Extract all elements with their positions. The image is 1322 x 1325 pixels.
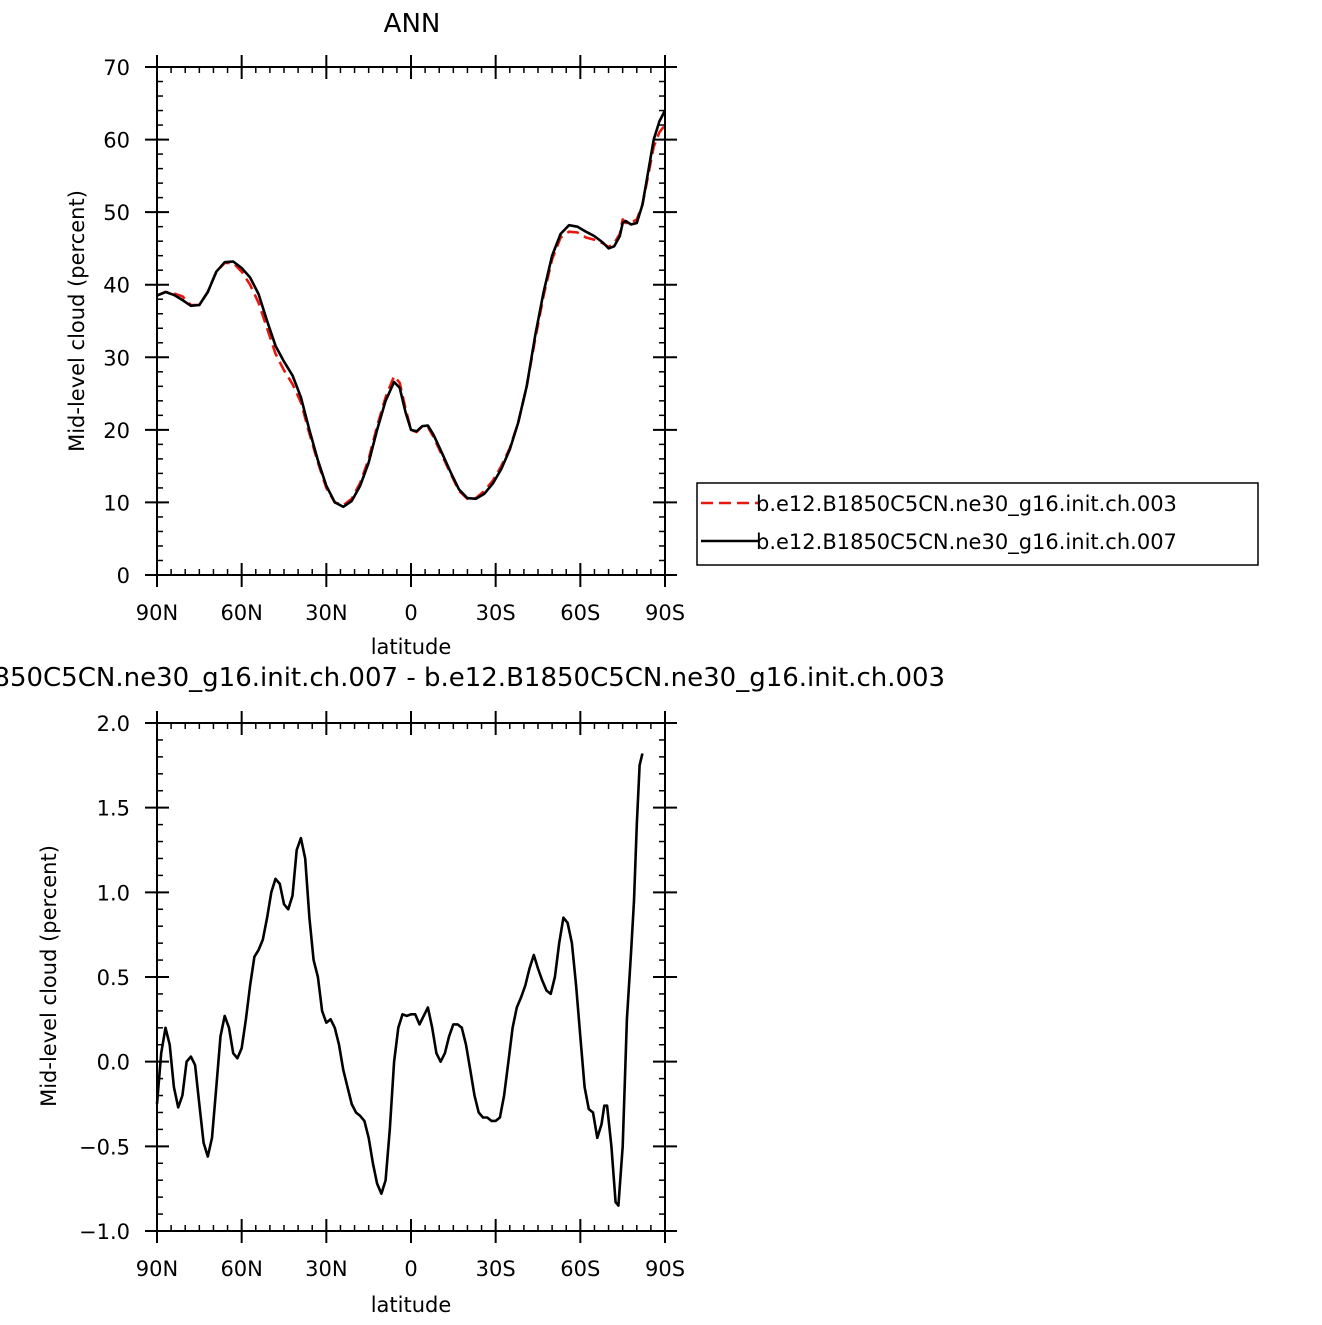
top-axis-ticks: 90N 60N 30N 0 30S 60S 90S 0 10 20 30 40 50 60 70 (103, 55, 685, 625)
legend: b.e12.B1850C5CN.ne30_g16.init.ch.003 b.e… (696, 482, 1259, 566)
bottom-y-axis-title: Mid-level cloud (percent) (37, 845, 61, 1107)
top-series-line-1 (156, 109, 667, 509)
top-x-tick-label: 90N (136, 601, 178, 625)
top-plot-frame (156, 66, 666, 576)
bottom-y-tick-label: 0.5 (97, 966, 130, 990)
top-y-tick-label: 70 (103, 56, 130, 80)
top-y-axis-title: Mid-level cloud (percent) (65, 190, 89, 452)
top-x-axis-title: latitude (371, 635, 452, 659)
bottom-y-tick-label: 0.0 (97, 1051, 130, 1075)
bottom-x-tick-label: 0 (404, 1257, 417, 1281)
top-data-lines (156, 109, 667, 509)
bottom-x-tick-label: 60N (220, 1257, 262, 1281)
bottom-panel-title: b.e12.B1850C5CN.ne30_g16.init.ch.007 - b… (0, 663, 945, 693)
bottom-axis-ticks: 90N 60N 30N 0 30S 60S 90S −1.0 −0.5 0.0 0.5 1.0 1.5 2… (79, 711, 685, 1281)
top-y-tick-label: 40 (103, 274, 130, 298)
top-x-tick-label: 60S (560, 601, 600, 625)
bottom-plot-frame (156, 722, 666, 1232)
top-y-tick-label: 0 (117, 564, 130, 588)
top-y-tick-label: 20 (103, 419, 130, 443)
bottom-x-tick-label: 30N (305, 1257, 347, 1281)
bottom-series-line-0 (155, 753, 644, 1207)
top-panel-title: ANN (384, 9, 441, 39)
bottom-y-tick-label: 1.0 (97, 881, 130, 905)
bottom-y-tick-label: −1.0 (79, 1220, 130, 1244)
bottom-x-tick-label: 30S (476, 1257, 516, 1281)
top-x-tick-label: 60N (220, 601, 262, 625)
legend-label-007: b.e12.B1850C5CN.ne30_g16.init.ch.007 (756, 530, 1177, 555)
top-x-tick-label: 0 (404, 601, 417, 625)
legend-box (696, 482, 1259, 566)
bottom-x-tick-label: 90S (645, 1257, 685, 1281)
bottom-x-tick-label: 60S (560, 1257, 600, 1281)
legend-label-003: b.e12.B1850C5CN.ne30_g16.init.ch.003 (756, 492, 1177, 517)
top-y-tick-label: 10 (103, 491, 130, 515)
bottom-y-tick-label: 1.5 (97, 797, 130, 821)
bottom-x-tick-label: 90N (136, 1257, 178, 1281)
top-y-tick-label: 60 (103, 129, 130, 153)
bottom-panel: b.e12.B1850C5CN.ne30_g16.init.ch.007 - b… (0, 663, 945, 1317)
bottom-y-tick-label: 2.0 (97, 712, 130, 736)
top-series-line-0 (156, 124, 667, 507)
top-x-tick-label: 30N (305, 601, 347, 625)
top-y-tick-label: 30 (103, 346, 130, 370)
top-panel: ANN latitude Mid-level cloud (percent) 9… (65, 9, 685, 659)
bottom-data-lines (155, 753, 644, 1207)
top-x-tick-label: 30S (476, 601, 516, 625)
bottom-x-axis-title: latitude (371, 1293, 452, 1317)
top-y-tick-label: 50 (103, 201, 130, 225)
bottom-y-tick-label: −0.5 (79, 1135, 130, 1159)
top-x-tick-label: 90S (645, 601, 685, 625)
